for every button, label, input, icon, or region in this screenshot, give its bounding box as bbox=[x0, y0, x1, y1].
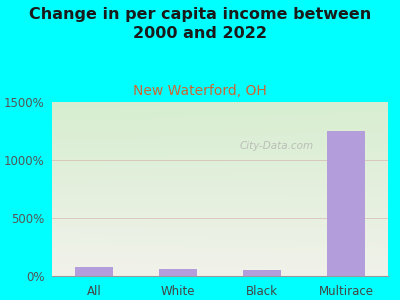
Bar bbox=[327, 131, 365, 276]
Text: Change in per capita income between
2000 and 2022: Change in per capita income between 2000… bbox=[29, 8, 371, 41]
Text: City-Data.com: City-Data.com bbox=[240, 140, 314, 151]
Bar bbox=[243, 270, 281, 276]
Bar bbox=[75, 267, 113, 276]
Text: New Waterford, OH: New Waterford, OH bbox=[133, 84, 267, 98]
Bar bbox=[159, 269, 197, 276]
